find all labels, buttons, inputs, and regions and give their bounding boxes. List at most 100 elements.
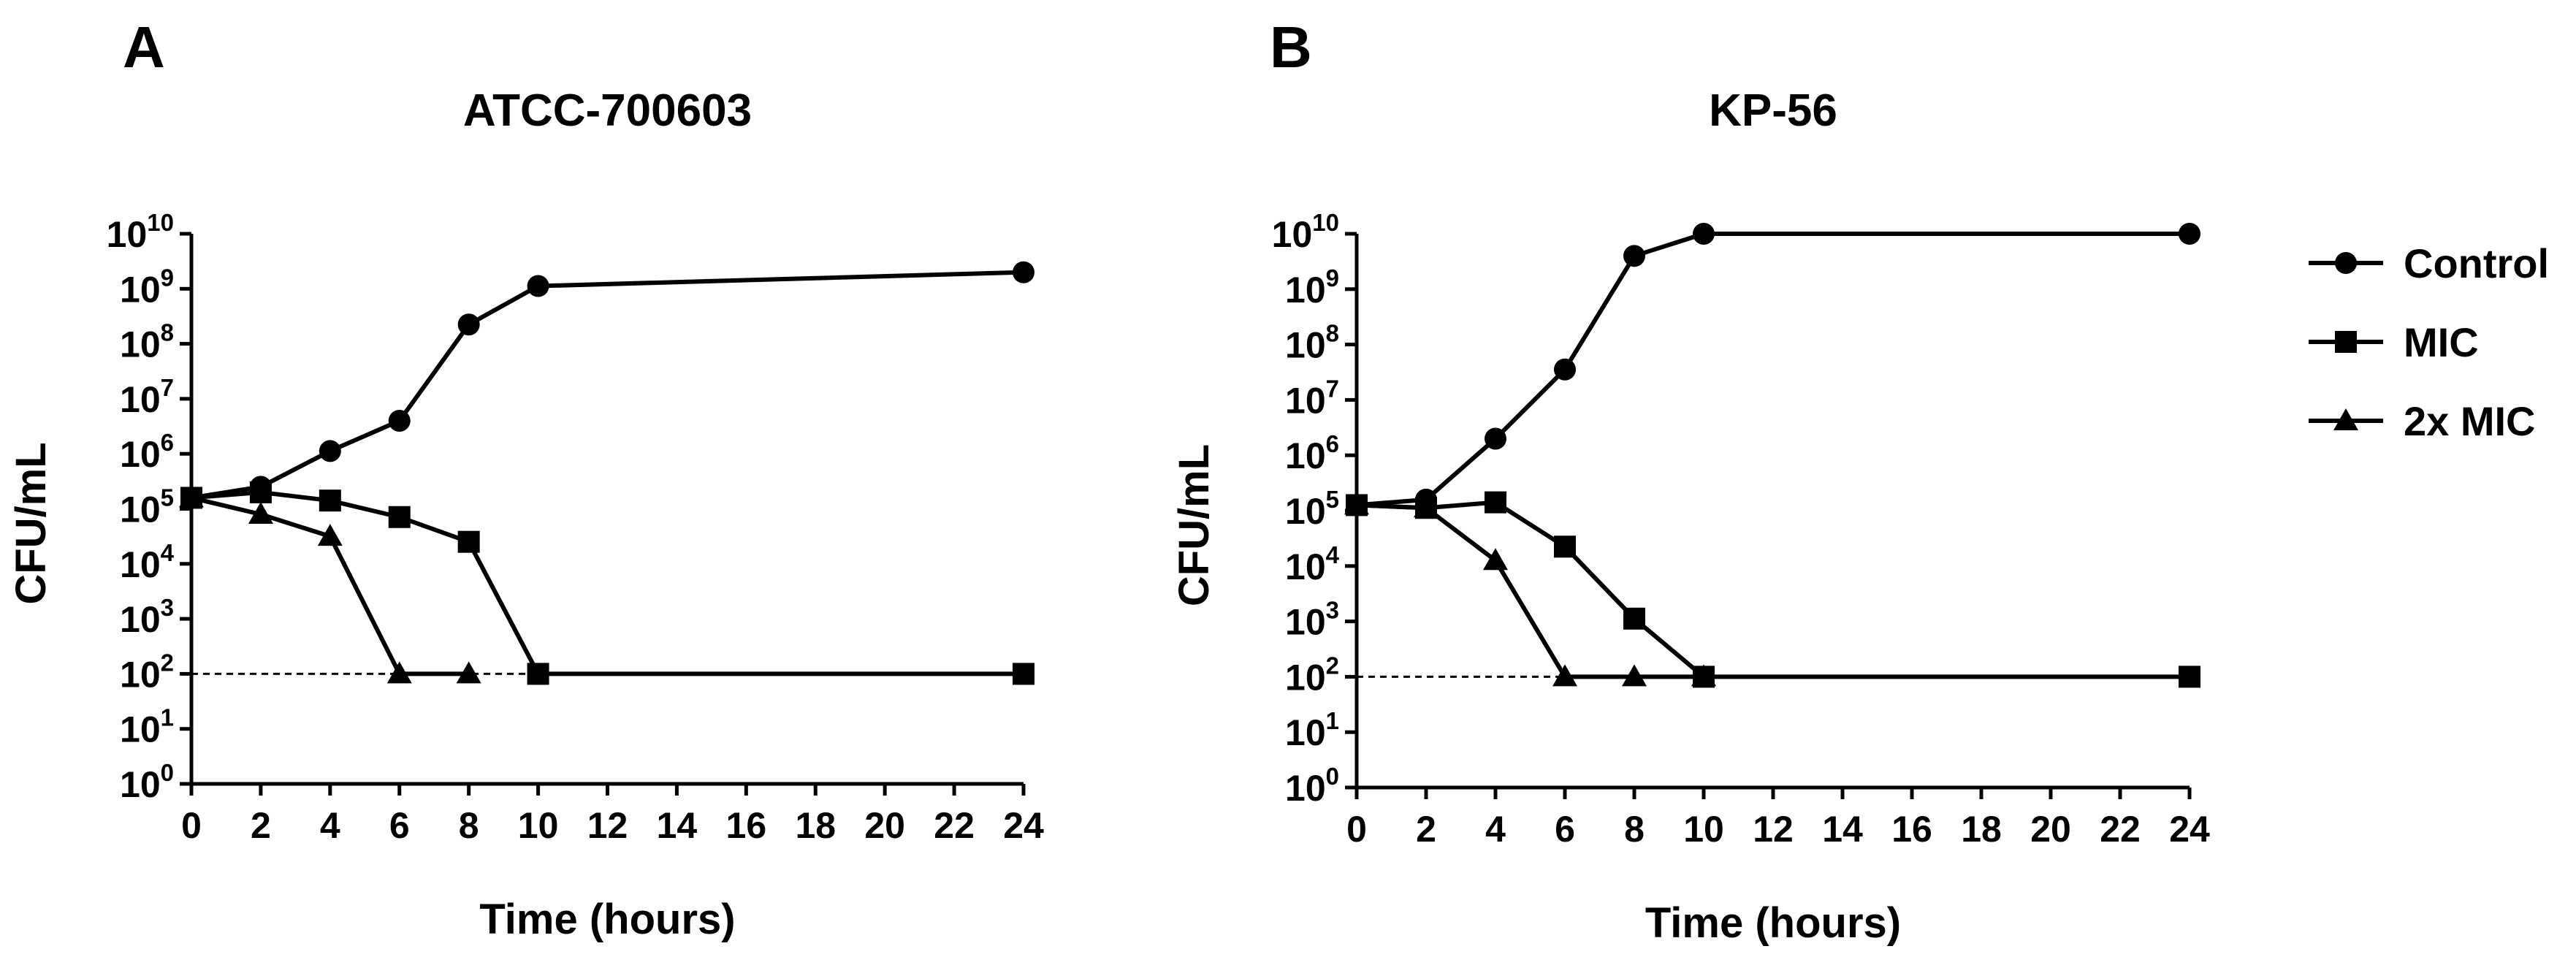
series-mic xyxy=(180,481,1034,685)
x-axis-label: Time (hours) xyxy=(479,896,735,943)
data-point xyxy=(249,481,272,503)
x-tick-label: 0 xyxy=(181,805,202,846)
square-marker xyxy=(2335,331,2357,353)
y-tick-label: 107 xyxy=(120,374,174,420)
data-point xyxy=(1344,492,1369,515)
legend-label: 2x MIC xyxy=(2404,398,2536,444)
data-point xyxy=(1554,535,1576,558)
y-axis-label: CFU/mL xyxy=(7,442,55,604)
series-line xyxy=(1356,500,2190,679)
y-tick-label: 1010 xyxy=(1272,209,1339,255)
x-tick-label: 14 xyxy=(1822,809,1863,850)
data-point xyxy=(248,502,273,525)
y-tick-label: 102 xyxy=(1285,652,1339,698)
y-tick-label: 101 xyxy=(1285,707,1339,753)
x-tick-label: 12 xyxy=(1753,809,1794,850)
y-tick-label: 106 xyxy=(120,429,174,475)
data-point xyxy=(1691,664,1716,687)
data-point xyxy=(179,485,204,508)
data-point xyxy=(2179,666,2200,688)
data-point xyxy=(319,440,341,462)
data-point xyxy=(386,661,412,684)
data-point xyxy=(1552,664,1577,687)
circle-marker xyxy=(2335,252,2357,274)
y-tick-label: 106 xyxy=(1285,430,1339,476)
x-tick-label: 6 xyxy=(389,805,410,846)
data-point xyxy=(319,489,341,512)
x-tick-label: 4 xyxy=(320,805,340,846)
series-line xyxy=(1356,232,2190,508)
x-tick-label: 6 xyxy=(1555,809,1575,850)
y-tick-label: 107 xyxy=(1285,375,1339,421)
x-tick-label: 2 xyxy=(251,805,271,846)
x-tick-label: 20 xyxy=(864,805,905,846)
x-tick-label: 0 xyxy=(1346,809,1367,850)
series-line xyxy=(191,270,1024,500)
x-tick-label: 22 xyxy=(934,805,975,846)
series-2x-mic xyxy=(1344,492,1716,687)
data-point xyxy=(1554,358,1576,381)
data-point xyxy=(2179,223,2200,245)
series-line xyxy=(1356,503,1704,679)
x-tick-label: 8 xyxy=(459,805,479,846)
x-tick-label: 12 xyxy=(587,805,628,846)
panel-letter: A xyxy=(123,15,165,80)
triangle-marker xyxy=(2333,408,2358,430)
x-tick-label: 4 xyxy=(1485,809,1506,850)
x-tick-label: 10 xyxy=(1683,809,1724,850)
series-control xyxy=(1346,223,2200,516)
y-tick-label: 104 xyxy=(120,539,175,585)
data-point xyxy=(1693,223,1715,245)
x-axis-label: Time (hours) xyxy=(1645,899,1901,947)
data-point xyxy=(1622,664,1647,687)
data-point xyxy=(527,663,549,685)
y-tick-label: 103 xyxy=(120,594,174,640)
legend-item: Control xyxy=(2309,240,2549,286)
x-tick-label: 2 xyxy=(1416,809,1436,850)
data-point xyxy=(388,506,411,528)
y-tick-label: 109 xyxy=(1285,264,1339,310)
y-tick-label: 100 xyxy=(1285,763,1339,809)
data-point xyxy=(1485,427,1506,450)
x-tick-label: 16 xyxy=(726,805,767,846)
legend-label: Control xyxy=(2404,240,2549,286)
x-tick-label: 10 xyxy=(518,805,559,846)
y-tick-label: 101 xyxy=(120,704,174,750)
x-tick-label: 14 xyxy=(657,805,698,846)
x-tick-label: 18 xyxy=(795,805,836,846)
legend-label: MIC xyxy=(2404,319,2479,365)
y-tick-label: 108 xyxy=(1285,320,1339,366)
data-point xyxy=(1623,245,1645,267)
panel-letter: B xyxy=(1270,15,1312,80)
series-mic xyxy=(1346,491,2200,688)
data-point xyxy=(1623,607,1645,630)
data-point xyxy=(527,275,549,297)
series-control xyxy=(180,261,1034,509)
y-tick-label: 103 xyxy=(1285,597,1339,643)
y-tick-label: 1010 xyxy=(107,209,174,255)
series-line xyxy=(191,489,1024,676)
y-tick-label: 109 xyxy=(120,264,174,310)
y-tick-label: 102 xyxy=(120,649,174,695)
data-point xyxy=(388,410,411,432)
x-tick-label: 24 xyxy=(1003,805,1044,846)
legend-item: MIC xyxy=(2309,319,2479,365)
panel-b: BKP-560 2 4 6 8 10 12 14 16 18 20 22 241001011021031… xyxy=(1170,15,2210,947)
x-tick-label: 20 xyxy=(2030,809,2071,850)
data-point xyxy=(456,661,481,684)
x-tick-label: 16 xyxy=(1891,809,1932,850)
data-point xyxy=(457,530,480,553)
y-tick-label: 105 xyxy=(120,484,174,530)
data-point xyxy=(1013,663,1034,685)
data-point xyxy=(457,313,480,336)
x-tick-label: 22 xyxy=(2100,809,2141,850)
data-point xyxy=(317,524,343,546)
x-tick-label: 24 xyxy=(2169,809,2210,850)
data-point xyxy=(1414,495,1438,518)
series-2x-mic xyxy=(179,485,481,684)
data-point xyxy=(1013,261,1034,283)
legend: Control MIC 2x MIC xyxy=(2309,240,2549,444)
data-point xyxy=(1485,491,1506,514)
